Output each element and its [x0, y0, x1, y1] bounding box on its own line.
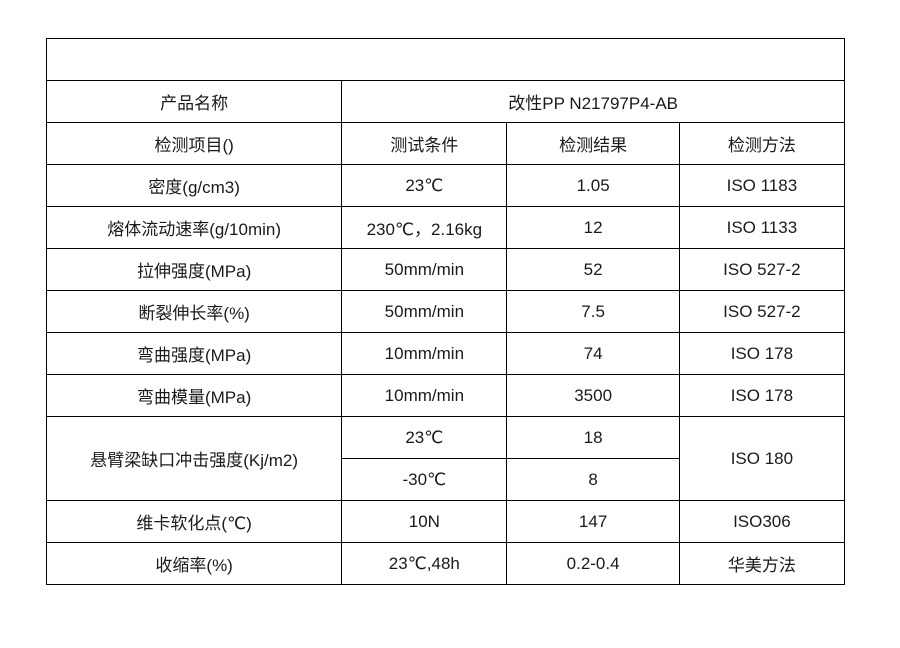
table-row-impact-1: 悬臂梁缺口冲击强度(Kj/m2) 23℃ 18 ISO 180 [45, 416, 846, 501]
title-row: 物性表 [46, 38, 845, 81]
row-item: 弯曲强度(MPa) [45, 332, 343, 375]
column-header-item: 检测项目() [45, 122, 343, 165]
row-method: ISO 178 [678, 332, 846, 375]
row-result: 52 [506, 248, 680, 291]
table-title: 物性表 [46, 38, 845, 81]
row-condition: 50mm/min [341, 290, 508, 333]
properties-table: 物性表 产品名称 改性PP N21797P4-AB 检测项目() 测试条件 检测… [45, 38, 846, 585]
table-row: 拉伸强度(MPa) 50mm/min 52 ISO 527-2 [45, 248, 846, 291]
row-result: 18 [506, 416, 680, 459]
row-method: ISO 527-2 [678, 290, 846, 333]
table-row: 断裂伸长率(%) 50mm/min 7.5 ISO 527-2 [45, 290, 846, 333]
row-item: 维卡软化点(℃) [45, 500, 343, 543]
table-row: 弯曲模量(MPa) 10mm/min 3500 ISO 178 [45, 374, 846, 417]
row-result: 0.2-0.4 [506, 542, 680, 585]
row-condition: 230℃，2.16kg [341, 206, 508, 249]
row-condition: -30℃ [341, 458, 508, 501]
row-condition: 10N [341, 500, 508, 543]
row-item: 拉伸强度(MPa) [45, 248, 343, 291]
row-method: ISO 180 [678, 416, 846, 501]
row-method: ISO 1183 [678, 164, 846, 207]
row-result: 8 [506, 458, 680, 501]
row-item: 断裂伸长率(%) [45, 290, 343, 333]
row-condition: 50mm/min [341, 248, 508, 291]
table-row: 维卡软化点(℃) 10N 147 ISO306 [45, 500, 846, 543]
product-name-label: 产品名称 [45, 80, 343, 123]
column-header-method: 检测方法 [678, 122, 846, 165]
row-condition: 10mm/min [341, 374, 508, 417]
column-header-condition: 测试条件 [341, 122, 508, 165]
table-row: 熔体流动速率(g/10min) 230℃，2.16kg 12 ISO 1133 [45, 206, 846, 249]
row-item: 弯曲模量(MPa) [45, 374, 343, 417]
row-method: ISO 178 [678, 374, 846, 417]
column-header-row: 检测项目() 测试条件 检测结果 检测方法 [45, 122, 846, 165]
product-row: 产品名称 改性PP N21797P4-AB [45, 80, 845, 123]
row-item: 收缩率(%) [45, 542, 343, 585]
row-condition: 23℃,48h [341, 542, 508, 585]
row-result: 3500 [506, 374, 680, 417]
table-row: 弯曲强度(MPa) 10mm/min 74 ISO 178 [45, 332, 846, 375]
row-method: ISO 1133 [678, 206, 846, 249]
row-condition: 10mm/min [341, 332, 508, 375]
row-result: 1.05 [506, 164, 680, 207]
table-row-impact-2: -30℃ 8 [47, 458, 845, 501]
row-result: 147 [506, 500, 680, 543]
row-method: ISO 527-2 [678, 248, 846, 291]
row-method: ISO306 [678, 500, 846, 543]
table-row: 密度(g/cm3) 23℃ 1.05 ISO 1183 [45, 164, 846, 207]
row-item: 熔体流动速率(g/10min) [45, 206, 343, 249]
row-condition: 23℃ [341, 164, 508, 207]
column-header-result: 检测结果 [506, 122, 680, 165]
row-method: 华美方法 [678, 542, 846, 585]
product-name-value: 改性PP N21797P4-AB [341, 80, 845, 123]
table-row: 收缩率(%) 23℃,48h 0.2-0.4 华美方法 [45, 542, 846, 585]
row-item: 密度(g/cm3) [45, 164, 343, 207]
row-result: 7.5 [506, 290, 680, 333]
row-condition: 23℃ [341, 416, 508, 459]
row-result: 12 [506, 206, 680, 249]
row-result: 74 [506, 332, 680, 375]
row-item: 悬臂梁缺口冲击强度(Kj/m2) [45, 416, 343, 501]
